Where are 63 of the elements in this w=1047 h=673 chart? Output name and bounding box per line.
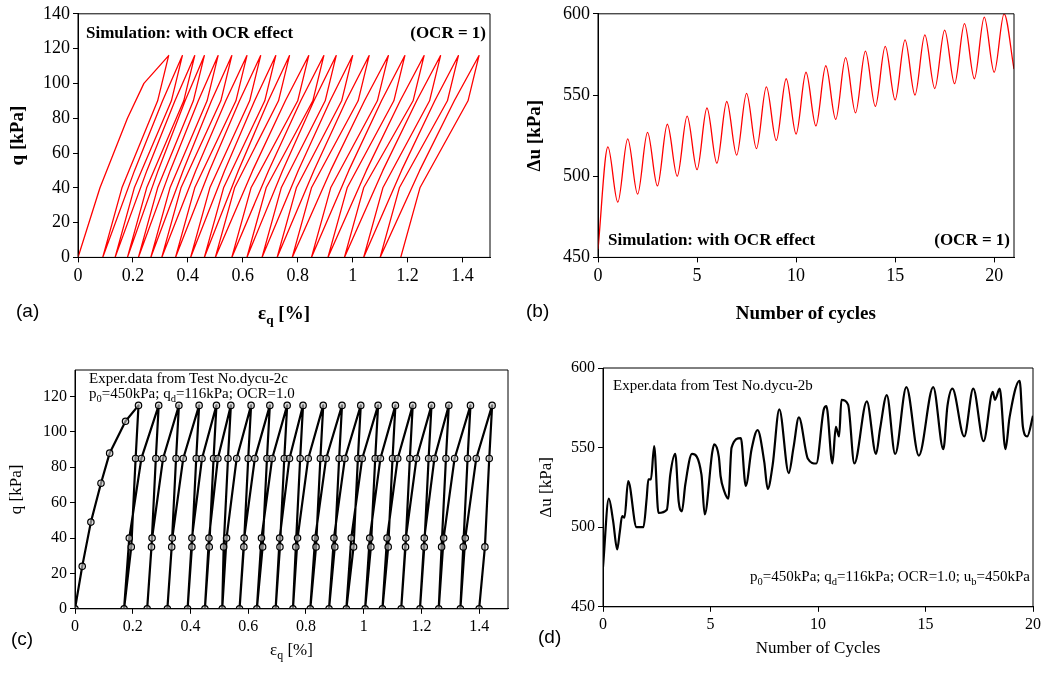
x-tick-label: 15 <box>917 614 934 632</box>
text: (d) <box>538 625 562 647</box>
annotation: Exper.data from Test No.dycu-2b <box>613 377 813 393</box>
x-tick-label: 15 <box>886 264 905 285</box>
y-tick-label: 0 <box>61 246 70 267</box>
y-tick-label: 0 <box>59 599 67 616</box>
y-axis-title: Δu [kPa] <box>536 457 555 518</box>
text: (b) <box>526 300 550 322</box>
y-tick-label: 80 <box>51 457 67 475</box>
x-tick-label: 1.2 <box>396 264 419 285</box>
x-tick-label: 5 <box>692 264 702 285</box>
annotation: Exper.data from Test No.dycu-2c <box>89 370 289 386</box>
annotation: Simulation: with OCR effect <box>608 230 816 250</box>
x-tick-label: 0.4 <box>176 264 200 285</box>
y-tick-label: 80 <box>52 106 70 127</box>
x-tick-label: 10 <box>787 264 806 285</box>
y-tick-label: 450 <box>563 246 590 267</box>
x-tick-label: 1.2 <box>411 616 432 634</box>
x-tick-label: 5 <box>706 614 715 632</box>
x-tick-label: 0.2 <box>121 264 145 285</box>
x-tick-label: 0.4 <box>180 616 201 634</box>
y-axis-title: q [kPa] <box>6 464 25 515</box>
y-tick-label: 60 <box>51 492 67 510</box>
y-tick-label: 20 <box>51 563 67 581</box>
x-tick-label: 1 <box>359 616 368 634</box>
x-tick-label: 0.8 <box>295 616 316 634</box>
annotation: Simulation: with OCR effect <box>86 22 294 42</box>
x-axis-title: Number of Cycles <box>755 637 881 657</box>
annotation: (OCR = 1) <box>410 22 487 42</box>
x-tick-label: 0.6 <box>231 264 255 285</box>
y-tick-label: 120 <box>43 37 70 58</box>
y-tick-label: 600 <box>563 2 590 23</box>
x-tick-label: 1.4 <box>451 264 474 285</box>
y-tick-label: 20 <box>52 211 70 232</box>
y-tick-label: 140 <box>43 2 70 23</box>
x-tick-label: 0 <box>599 614 607 632</box>
x-tick-label: 20 <box>1025 614 1041 632</box>
x-tick-label: 20 <box>985 264 1004 285</box>
x-tick-label: 1.4 <box>469 616 490 634</box>
x-axis-title: Number of cycles <box>735 302 876 324</box>
x-tick-label: 0.2 <box>122 616 143 634</box>
y-tick-label: 40 <box>51 528 67 546</box>
x-tick-label: 0 <box>73 264 83 285</box>
y-tick-label: 600 <box>571 358 595 376</box>
y-tick-label: 450 <box>571 597 595 614</box>
x-tick-label: 0.6 <box>238 616 259 634</box>
y-tick-label: 100 <box>43 72 70 93</box>
x-tick-label: 1 <box>348 264 358 285</box>
y-axis-title: Δu [kPa] <box>523 99 544 172</box>
y-tick-label: 550 <box>563 83 590 104</box>
x-tick-label: 0.8 <box>286 264 309 285</box>
y-tick-label: 120 <box>43 386 67 404</box>
y-axis-title: q [kPa] <box>6 105 27 166</box>
text: (c) <box>11 627 34 649</box>
y-tick-label: 40 <box>52 176 70 197</box>
y-tick-label: 500 <box>571 517 595 535</box>
y-tick-label: 500 <box>563 164 590 185</box>
x-tick-label: 10 <box>810 614 826 632</box>
y-tick-label: 550 <box>571 437 595 455</box>
annotation: (OCR = 1) <box>934 230 1011 250</box>
y-tick-label: 100 <box>43 422 67 440</box>
text: (a) <box>16 300 40 322</box>
y-tick-label: 60 <box>52 141 70 162</box>
